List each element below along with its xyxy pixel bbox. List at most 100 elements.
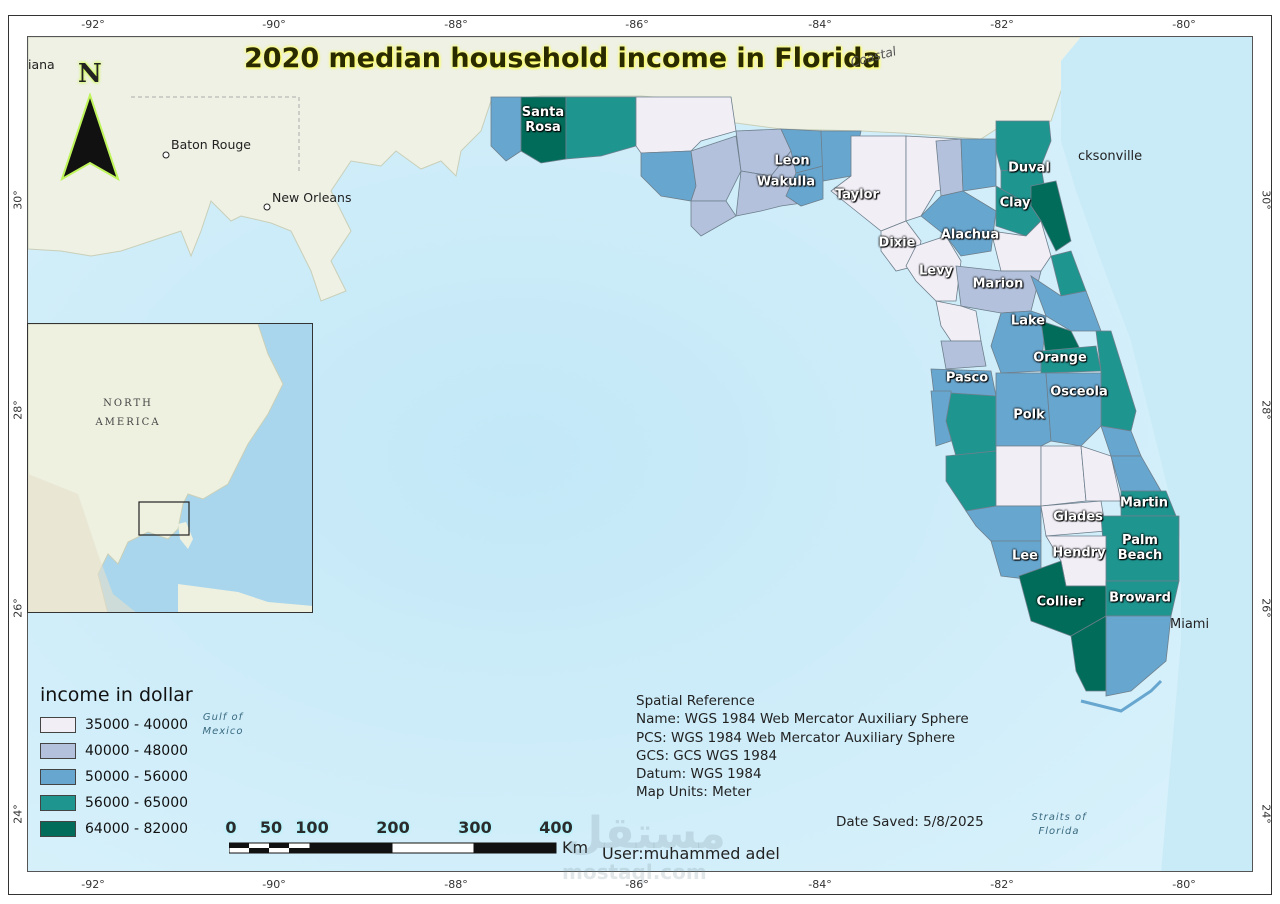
scale-unit: Km xyxy=(562,838,589,857)
tick-left: 26° xyxy=(11,598,25,618)
county-osceola[interactable] xyxy=(1045,372,1102,447)
scale-label: 300 xyxy=(458,818,492,837)
county-label-glades: Glades xyxy=(1053,509,1103,525)
county-polk[interactable] xyxy=(995,372,1052,447)
tick-top: -90° xyxy=(262,18,286,31)
north-letter: N xyxy=(78,59,102,89)
legend-item: 56000 - 65000 xyxy=(40,790,193,816)
inset-label: NORTH AMERICA xyxy=(78,394,178,432)
county-miami-dade[interactable] xyxy=(1105,615,1172,697)
county-columbia[interactable] xyxy=(935,138,964,197)
inset-map[interactable]: NORTH AMERICA xyxy=(27,323,313,613)
legend-swatch xyxy=(40,821,76,837)
place-jacksonville: cksonville xyxy=(1078,149,1143,164)
inset-extent-box xyxy=(138,501,190,536)
spatial-reference: Spatial Reference Name: WGS 1984 Web Mer… xyxy=(636,692,969,802)
county-label-martin: Martin xyxy=(1119,495,1169,511)
county-label-leon: Leon xyxy=(774,153,810,169)
spatial-name: Name: WGS 1984 Web Mercator Auxiliary Sp… xyxy=(636,711,969,728)
tick-right: 28° xyxy=(1259,400,1273,420)
county-hillsborough[interactable] xyxy=(945,392,997,457)
legend-title: income in dollar xyxy=(40,684,193,706)
county-hardee-desoto[interactable] xyxy=(995,445,1042,507)
tick-bottom: -80° xyxy=(1172,878,1196,891)
inset-label-line1: NORTH xyxy=(103,398,153,409)
county-label-lee: Lee xyxy=(1012,548,1038,564)
county-label-wakulla: Wakulla xyxy=(756,174,816,190)
county-santa-rosa[interactable] xyxy=(520,96,567,164)
spatial-pcs: PCS: WGS 1984 Web Mercator Auxiliary Sph… xyxy=(636,729,956,746)
legend-swatch xyxy=(40,769,76,785)
tick-top: -82° xyxy=(990,18,1014,31)
scale-label: 100 xyxy=(295,818,329,837)
legend-label: 50000 - 56000 xyxy=(85,769,189,785)
tick-top: -86° xyxy=(625,18,649,31)
city-marker xyxy=(162,151,170,159)
tick-right: 24° xyxy=(1259,804,1273,824)
county-label-hendry: Hendry xyxy=(1052,545,1106,561)
tick-top: -80° xyxy=(1172,18,1196,31)
county-wakulla[interactable] xyxy=(785,165,824,207)
legend-swatch xyxy=(40,717,76,733)
spatial-units: Map Units: Meter xyxy=(636,784,752,801)
state-border xyxy=(131,96,300,171)
author: User:muhammed adel xyxy=(602,844,780,863)
county-label-lake: Lake xyxy=(1010,313,1046,329)
county-label-dixie: Dixie xyxy=(878,235,916,251)
county-hernando[interactable] xyxy=(940,340,987,370)
legend-label: 40000 - 48000 xyxy=(85,743,189,759)
county-levy[interactable] xyxy=(905,235,962,302)
tick-bottom: -90° xyxy=(262,878,286,891)
county-escambia[interactable] xyxy=(490,96,522,162)
tick-right: 30° xyxy=(1259,190,1273,210)
county-label-osceola: Osceola xyxy=(1050,384,1108,400)
legend: income in dollar 35000 - 40000 40000 - 4… xyxy=(40,684,193,842)
county-label-clay: Clay xyxy=(999,195,1031,211)
county-okaloosa[interactable] xyxy=(565,96,637,160)
county-highlands[interactable] xyxy=(1040,445,1087,507)
tick-left: 24° xyxy=(11,804,25,824)
map-title: 2020 median household income in Florida xyxy=(244,43,881,74)
us-mainland xyxy=(28,37,1082,302)
legend-label: 35000 - 40000 xyxy=(85,717,189,733)
tick-top: -84° xyxy=(808,18,832,31)
place-new-orleans: New Orleans xyxy=(272,190,352,205)
spatial-datum: Datum: WGS 1984 xyxy=(636,766,762,783)
county-franklin[interactable] xyxy=(690,200,737,237)
tick-bottom: -84° xyxy=(808,878,832,891)
florida-counties xyxy=(490,96,1180,713)
scale-label: 0 xyxy=(225,818,237,837)
legend-swatch xyxy=(40,743,76,759)
county-label-pasco: Pasco xyxy=(945,370,989,386)
tick-top: -92° xyxy=(81,18,105,31)
spatial-heading: Spatial Reference xyxy=(636,693,755,709)
county-walton-holmes[interactable] xyxy=(635,96,737,154)
county-label-duval: Duval xyxy=(1008,160,1050,176)
tick-bottom: -92° xyxy=(81,878,105,891)
tick-left: 30° xyxy=(11,190,25,210)
legend-item: 64000 - 82000 xyxy=(40,816,193,842)
scale-bar-graphic xyxy=(229,842,557,854)
tick-bottom: -82° xyxy=(990,878,1014,891)
tick-right: 26° xyxy=(1259,598,1273,618)
county-label-broward: Broward xyxy=(1109,590,1171,606)
place-miami: Miami xyxy=(1170,617,1210,632)
county-label-taylor: Taylor xyxy=(835,187,879,203)
atlantic xyxy=(1061,37,1252,871)
county-label-palm-beach: Palm Beach xyxy=(1117,533,1163,563)
inset-basemap xyxy=(28,324,312,612)
water-straits-of-florida: Straits of Florida xyxy=(1031,812,1087,837)
county-monroe-mainland[interactable] xyxy=(1070,615,1107,692)
date-saved: Date Saved: 5/8/2025 xyxy=(836,814,984,830)
county-label-collier: Collier xyxy=(1036,594,1084,610)
county-baker[interactable] xyxy=(960,138,997,192)
scale-label: 50 xyxy=(259,818,283,837)
county-label-alachua: Alachua xyxy=(940,227,1000,243)
watermark-logo: مستقل xyxy=(565,808,726,859)
tick-bottom: -86° xyxy=(625,878,649,891)
watermark-url: mostaql.com xyxy=(562,860,707,884)
legend-label: 64000 - 82000 xyxy=(85,821,189,837)
scale-label: 200 xyxy=(376,818,410,837)
county-pinellas[interactable] xyxy=(930,390,952,447)
tick-bottom: -88° xyxy=(444,878,468,891)
